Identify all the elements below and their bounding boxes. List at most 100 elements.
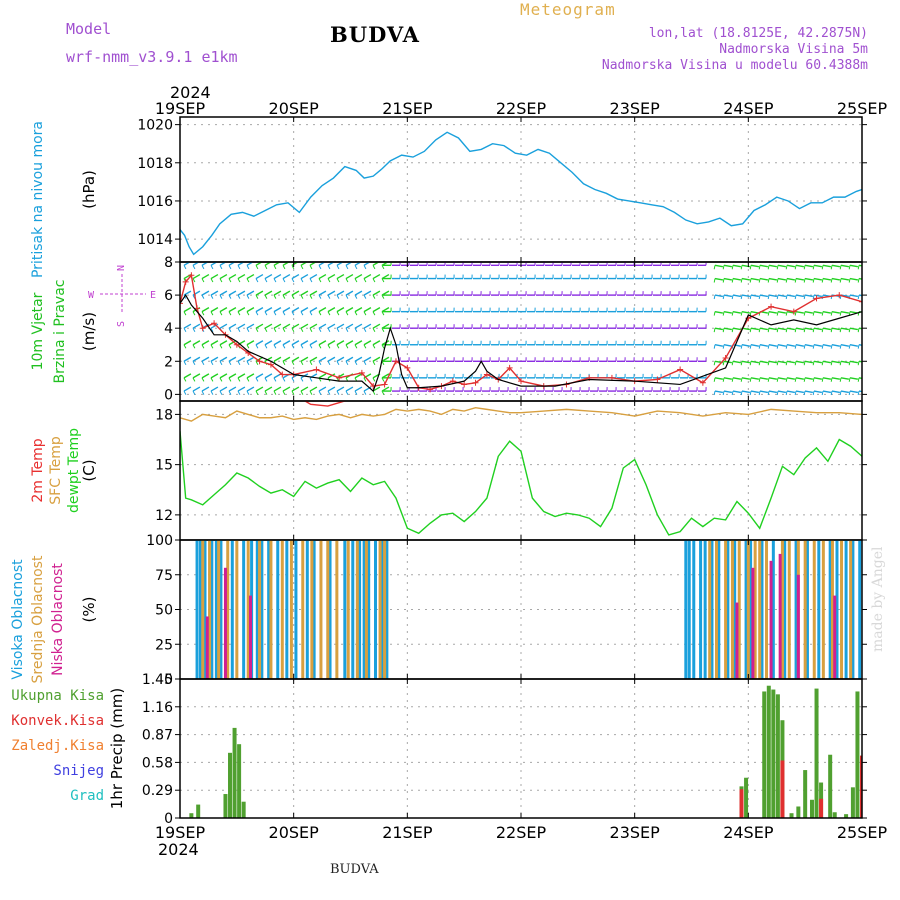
wind-arrow bbox=[714, 377, 724, 380]
top-x-tick-label: 20SEP bbox=[269, 99, 320, 118]
wind-arrow-barb bbox=[812, 377, 815, 382]
wind-arrow-barb bbox=[785, 361, 788, 366]
wind-arrow-barb bbox=[372, 278, 376, 283]
wind-arrow-barb bbox=[183, 327, 187, 332]
wind-arrow-barb bbox=[839, 328, 842, 333]
wind-arrow-barb bbox=[740, 265, 743, 270]
wind-arrow-barb bbox=[839, 311, 842, 316]
wind_panel: 0 2 4 6 8 (m/s) 10m Vjetar Brzina i Pravac W E N S bbox=[30, 255, 867, 403]
wind-arrow bbox=[804, 310, 814, 314]
wind-arrow-barb bbox=[219, 265, 223, 270]
wind-arrow bbox=[354, 356, 363, 362]
wind-arrow-barb bbox=[228, 390, 232, 395]
wind-arrow-barb bbox=[794, 265, 797, 270]
wind-speed-point bbox=[461, 381, 468, 388]
wind-arrow-barb bbox=[758, 278, 761, 283]
wind-arrow bbox=[777, 277, 787, 281]
pressure_panel: 1014 1016 1018 1020 (hPa) Pritisak na nivou m… bbox=[30, 116, 867, 278]
wind-arrow-barb bbox=[848, 377, 851, 382]
y-tick-label: 1014 bbox=[137, 232, 173, 248]
bar-mid_cloud bbox=[737, 540, 741, 679]
wind-arrow bbox=[309, 307, 318, 313]
wind-arrow-barb bbox=[309, 377, 313, 382]
wind-arrow-barb bbox=[713, 361, 716, 366]
wind-arrow bbox=[264, 340, 273, 346]
wind-arrow bbox=[732, 344, 742, 347]
wind-arrow-barb bbox=[309, 265, 313, 270]
cloud-ylabel-0: Visoka Oblacnost bbox=[10, 559, 26, 680]
bar-high_cloud bbox=[684, 540, 688, 679]
wind-arrow bbox=[318, 373, 327, 379]
wind-arrow bbox=[183, 340, 192, 346]
bar-conv_precip bbox=[739, 789, 744, 818]
wind-arrow bbox=[732, 390, 742, 394]
wind-arrow bbox=[192, 373, 201, 379]
wind-arrow-barb bbox=[246, 344, 250, 349]
wind-arrow bbox=[840, 310, 850, 314]
model-label: Model bbox=[66, 20, 112, 38]
wind-arrow-barb bbox=[812, 265, 815, 270]
wind-arrow bbox=[858, 277, 862, 280]
wind-arrow bbox=[255, 373, 264, 379]
bar-total_precip bbox=[850, 787, 855, 818]
wind-arrow bbox=[372, 307, 381, 313]
wind-arrow-barb bbox=[722, 311, 725, 316]
wind-arrow-barb bbox=[282, 344, 286, 349]
bar-high_cloud bbox=[362, 540, 366, 679]
wind-arrow bbox=[318, 273, 327, 280]
wind-arrow-barb bbox=[291, 390, 295, 395]
wind-arrow-barb bbox=[228, 327, 232, 332]
wind-arrow-barb bbox=[255, 311, 259, 316]
wind-arrow bbox=[183, 323, 192, 329]
bar-low_cloud bbox=[769, 560, 773, 679]
wind-arrow-barb bbox=[381, 327, 385, 332]
wind-arrow-barb bbox=[785, 311, 788, 316]
wind-arrow-barb bbox=[857, 328, 860, 333]
wind-arrow bbox=[786, 264, 796, 268]
wind-arrow-barb bbox=[830, 328, 833, 333]
wind-arrow-barb bbox=[246, 361, 250, 366]
wind-arrow-barb bbox=[300, 390, 304, 395]
wind-arrow-barb bbox=[372, 377, 376, 382]
wind-arrow-barb bbox=[749, 390, 752, 396]
wind-arrow bbox=[282, 273, 291, 280]
wind-arrow-barb bbox=[758, 294, 761, 300]
wind-arrow bbox=[741, 277, 751, 281]
wind-arrow-barb bbox=[246, 327, 250, 332]
series-wind_gust bbox=[180, 293, 862, 393]
wind-arrow-barb bbox=[318, 265, 322, 270]
bar-high_cloud bbox=[717, 540, 721, 679]
wind-arrow-barb bbox=[857, 377, 860, 382]
y-tick-label: 4 bbox=[164, 321, 173, 337]
bar-high_cloud bbox=[203, 540, 207, 679]
wind-arrow-barb bbox=[291, 327, 295, 332]
bar-total_precip bbox=[828, 754, 833, 818]
wind-arrow-barb bbox=[237, 390, 241, 395]
wind-arrow bbox=[840, 360, 850, 364]
wind-arrow-barb bbox=[255, 390, 259, 395]
wind-arrow bbox=[219, 373, 228, 379]
top-x-tick-label: 24SEP bbox=[723, 99, 774, 118]
top-x-tick-label: 19SEP bbox=[155, 99, 206, 118]
wind-arrow-barb bbox=[381, 265, 385, 270]
wind-arrow-barb bbox=[327, 294, 331, 299]
bar-total_precip bbox=[223, 794, 228, 818]
bar-high_cloud bbox=[760, 540, 764, 679]
wind-arrow bbox=[273, 356, 282, 362]
bar-mid_cloud bbox=[335, 540, 339, 679]
bar-mid_cloud bbox=[289, 540, 293, 679]
wind-arrow-barb bbox=[219, 361, 223, 366]
wind-arrow bbox=[795, 294, 805, 298]
panel-frame bbox=[179, 400, 863, 541]
wind-arrow-barb bbox=[237, 361, 241, 366]
bar-high_cloud bbox=[733, 540, 737, 679]
top-year-label: 2024 bbox=[170, 83, 211, 102]
wind-arrow-barb bbox=[201, 265, 205, 270]
bottom-x-tick-label: 25SEP bbox=[837, 823, 888, 842]
wind-arrow-barb bbox=[201, 294, 205, 299]
wind-arrow-barb bbox=[309, 344, 313, 349]
wind-arrow-barb bbox=[219, 390, 223, 395]
wind-arrow-barb bbox=[246, 311, 250, 316]
top-x-tick-label: 21SEP bbox=[382, 99, 433, 118]
wind-arrow-barb bbox=[309, 390, 313, 395]
